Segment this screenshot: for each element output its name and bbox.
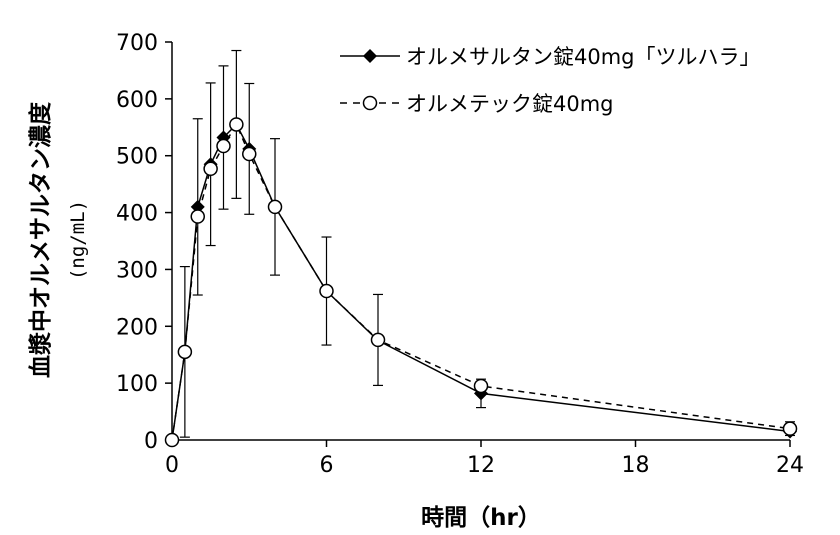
x-tick-label: 24 bbox=[776, 453, 804, 478]
circle-marker bbox=[782, 421, 798, 436]
x-tick-label: 12 bbox=[467, 453, 495, 478]
y-tick-label: 300 bbox=[116, 258, 158, 283]
circle-marker bbox=[319, 283, 334, 299]
circle-marker bbox=[242, 146, 257, 162]
markers bbox=[164, 117, 798, 448]
circle-marker bbox=[370, 332, 386, 348]
y-tick-label: 500 bbox=[116, 145, 158, 170]
legend-item-olmetec: オルメテック錠40mg bbox=[340, 92, 614, 116]
y-tick-label: 100 bbox=[116, 372, 158, 397]
y-tick-label: 400 bbox=[116, 202, 158, 227]
circle-marker bbox=[177, 344, 193, 360]
circle-marker bbox=[203, 161, 218, 177]
circle-marker bbox=[164, 432, 180, 448]
legend-diamond-icon bbox=[363, 49, 377, 63]
y-tick-label: 700 bbox=[116, 31, 158, 56]
y-tick-label: 600 bbox=[116, 88, 158, 113]
legend-item-tsuruhara: オルメサルタン錠40mg「ツルハラ」 bbox=[340, 45, 761, 69]
x-tick-label: 6 bbox=[320, 453, 334, 478]
series-line-2 bbox=[171, 122, 791, 441]
y-tick-label: 200 bbox=[116, 315, 158, 340]
y-axis-title: 血漿中オルメサルタン濃度 bbox=[27, 101, 54, 378]
legend: オルメサルタン錠40mg「ツルハラ」 オルメテック錠40mg bbox=[340, 45, 761, 116]
x-axis-title: 時間（hr） bbox=[421, 504, 541, 531]
y-tick-label: 0 bbox=[144, 429, 158, 454]
circle-marker bbox=[267, 199, 283, 215]
legend-circle-icon bbox=[362, 95, 378, 111]
y-axis-unit: (ng/mL) bbox=[67, 200, 89, 280]
circle-marker bbox=[216, 138, 231, 154]
legend-label-olmetec: オルメテック錠40mg bbox=[406, 92, 614, 116]
y-ticks: 0 100 200 300 400 500 600 700 bbox=[116, 31, 172, 454]
plot-area: 0 6 12 18 24 0 100 200 300 400 500 600 700 bbox=[116, 31, 804, 478]
circle-marker bbox=[229, 117, 244, 132]
x-ticks: 0 6 12 18 24 bbox=[165, 440, 804, 478]
x-tick-label: 18 bbox=[622, 453, 650, 478]
series-lines bbox=[171, 122, 791, 441]
x-tick-label: 0 bbox=[165, 453, 179, 478]
series-line-1 bbox=[171, 123, 791, 441]
circle-marker bbox=[473, 378, 489, 394]
legend-label-tsuruhara: オルメサルタン錠40mg「ツルハラ」 bbox=[406, 45, 761, 69]
circle-marker bbox=[190, 209, 205, 224]
